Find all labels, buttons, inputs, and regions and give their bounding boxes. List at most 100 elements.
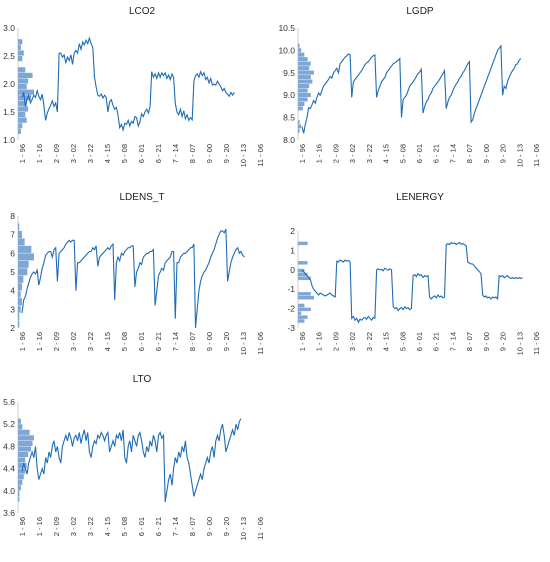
y-tick-label: 1.5 (3, 107, 15, 117)
x-tick-label: 9 - 00 (482, 144, 491, 163)
y-tick-label: 3 (10, 304, 15, 314)
y-tick-label: 1.0 (3, 135, 15, 145)
histogram-bar (18, 446, 32, 452)
y-tick-label: 9.0 (283, 90, 295, 100)
y-tick-label: 6 (10, 248, 15, 258)
y-tick-label: 8 (10, 211, 15, 221)
x-tick-label: 9 - 20 (222, 332, 231, 351)
histogram-bar (18, 496, 20, 502)
x-tick-label: 9 - 20 (499, 332, 508, 351)
histogram-bar (18, 283, 22, 291)
x-tick-label: 1 - 16 (315, 144, 324, 163)
histogram-bar (298, 311, 302, 315)
histogram-bar (298, 261, 308, 265)
histogram-bar (18, 100, 27, 106)
histogram-bar (18, 479, 23, 485)
histogram-bar (298, 57, 308, 62)
histogram-bar (298, 79, 313, 84)
x-tick-label: 2 - 09 (52, 332, 61, 351)
histogram-bar (18, 490, 20, 496)
histogram-bar (298, 276, 311, 281)
histogram-bar (18, 44, 21, 50)
x-tick-label: 6 - 01 (415, 144, 424, 163)
histogram-bar (298, 268, 305, 273)
histogram-bar (298, 84, 310, 89)
series-line (21, 418, 242, 502)
y-tick-label: 7 (10, 230, 15, 240)
histogram-bar (298, 97, 308, 102)
x-tick-label: 6 - 01 (415, 332, 424, 351)
x-tick-label: 1 - 16 (35, 332, 44, 351)
x-tick-label: 6 - 01 (137, 517, 146, 536)
panel-1: LGDP 8.0 8.5 9.0 9.5 10.0 10.5 1 - 96 1 - 16 2 - … (278, 6, 541, 167)
x-tick-label: 8 - 07 (188, 144, 197, 163)
histogram-bar (298, 75, 311, 80)
x-tick-label: 3 - 02 (348, 144, 357, 163)
histogram-bar (18, 39, 23, 45)
histogram-bar (18, 78, 29, 84)
x-tick-label: 3 - 02 (69, 332, 78, 351)
histogram-bar (18, 440, 33, 446)
panel-4: LTO 3.6 4.0 4.4 4.8 5.2 5.6 1 - 96 1 - 16 2 - 09 3… (3, 374, 265, 540)
x-tick-label: 6 - 21 (154, 144, 163, 163)
x-tick-label: 6 - 21 (154, 332, 163, 351)
x-tick-label: 4 - 15 (382, 332, 391, 351)
y-tick-label: 5.6 (3, 397, 15, 407)
x-tick-label: 1 - 96 (298, 144, 307, 163)
x-tick-label: 5 - 08 (120, 517, 129, 536)
histogram-bar (18, 429, 30, 435)
histogram-bar (18, 260, 29, 268)
histogram-bar (298, 48, 302, 53)
histogram-bar (18, 485, 21, 491)
x-tick-label: 1 - 16 (35, 517, 44, 536)
x-tick-label: 6 - 21 (154, 517, 163, 536)
x-tick-label: 6 - 01 (137, 144, 146, 163)
histogram-bar (298, 66, 310, 71)
histogram-bar (18, 474, 24, 480)
x-tick-label: 3 - 22 (365, 332, 374, 351)
x-tick-label: 3 - 22 (86, 517, 95, 536)
x-tick-label: 5 - 08 (398, 332, 407, 351)
y-tick-label: 10.0 (278, 45, 295, 55)
series-line (301, 241, 523, 324)
panel-0: LCO2 1.0 1.5 2.0 2.5 3.0 1 - 96 1 - 16 2 - 09 3 -… (3, 6, 265, 167)
histogram-bar (18, 117, 27, 123)
histogram-bar (18, 305, 21, 313)
histogram-bar (298, 106, 303, 111)
histogram-bar (18, 253, 34, 261)
x-tick-label: 8 - 07 (465, 144, 474, 163)
y-tick-label: 4.0 (3, 486, 15, 496)
histogram-bar (298, 43, 300, 48)
x-tick-label: 10 - 13 (515, 144, 524, 167)
x-tick-label: 9 - 00 (482, 332, 491, 351)
x-tick-label: 9 - 00 (205, 144, 214, 163)
panel-title: LENERGY (396, 192, 444, 203)
histogram-bar (18, 418, 21, 424)
histogram-bar (18, 451, 29, 458)
histogram-bar (18, 106, 29, 112)
x-tick-label: 1 - 16 (35, 144, 44, 163)
histogram-bar (18, 457, 26, 463)
y-tick-label: 1 (290, 245, 295, 255)
histogram-bar (298, 307, 311, 312)
histogram-bar (18, 112, 26, 118)
y-tick-label: 2.0 (3, 79, 15, 89)
x-tick-label: 10 - 13 (239, 144, 248, 167)
histogram-bar (298, 92, 311, 98)
y-tick-label: 10.5 (278, 23, 295, 33)
x-tick-label: 3 - 02 (348, 332, 357, 351)
histogram-bar (18, 313, 20, 321)
x-tick-label: 6 - 01 (137, 332, 146, 351)
y-tick-label: 2 (290, 226, 295, 236)
x-tick-label: 4 - 15 (103, 332, 112, 351)
x-tick-label: 3 - 22 (86, 144, 95, 163)
x-tick-label: 4 - 15 (103, 517, 112, 536)
histogram-bar (298, 295, 314, 300)
histogram-bar (18, 463, 27, 469)
x-tick-label: 7 - 14 (448, 144, 457, 163)
y-tick-label: -1 (287, 284, 295, 294)
histogram-bar (18, 67, 26, 73)
y-tick-label: 2.5 (3, 51, 15, 61)
x-tick-label: 9 - 20 (499, 144, 508, 163)
